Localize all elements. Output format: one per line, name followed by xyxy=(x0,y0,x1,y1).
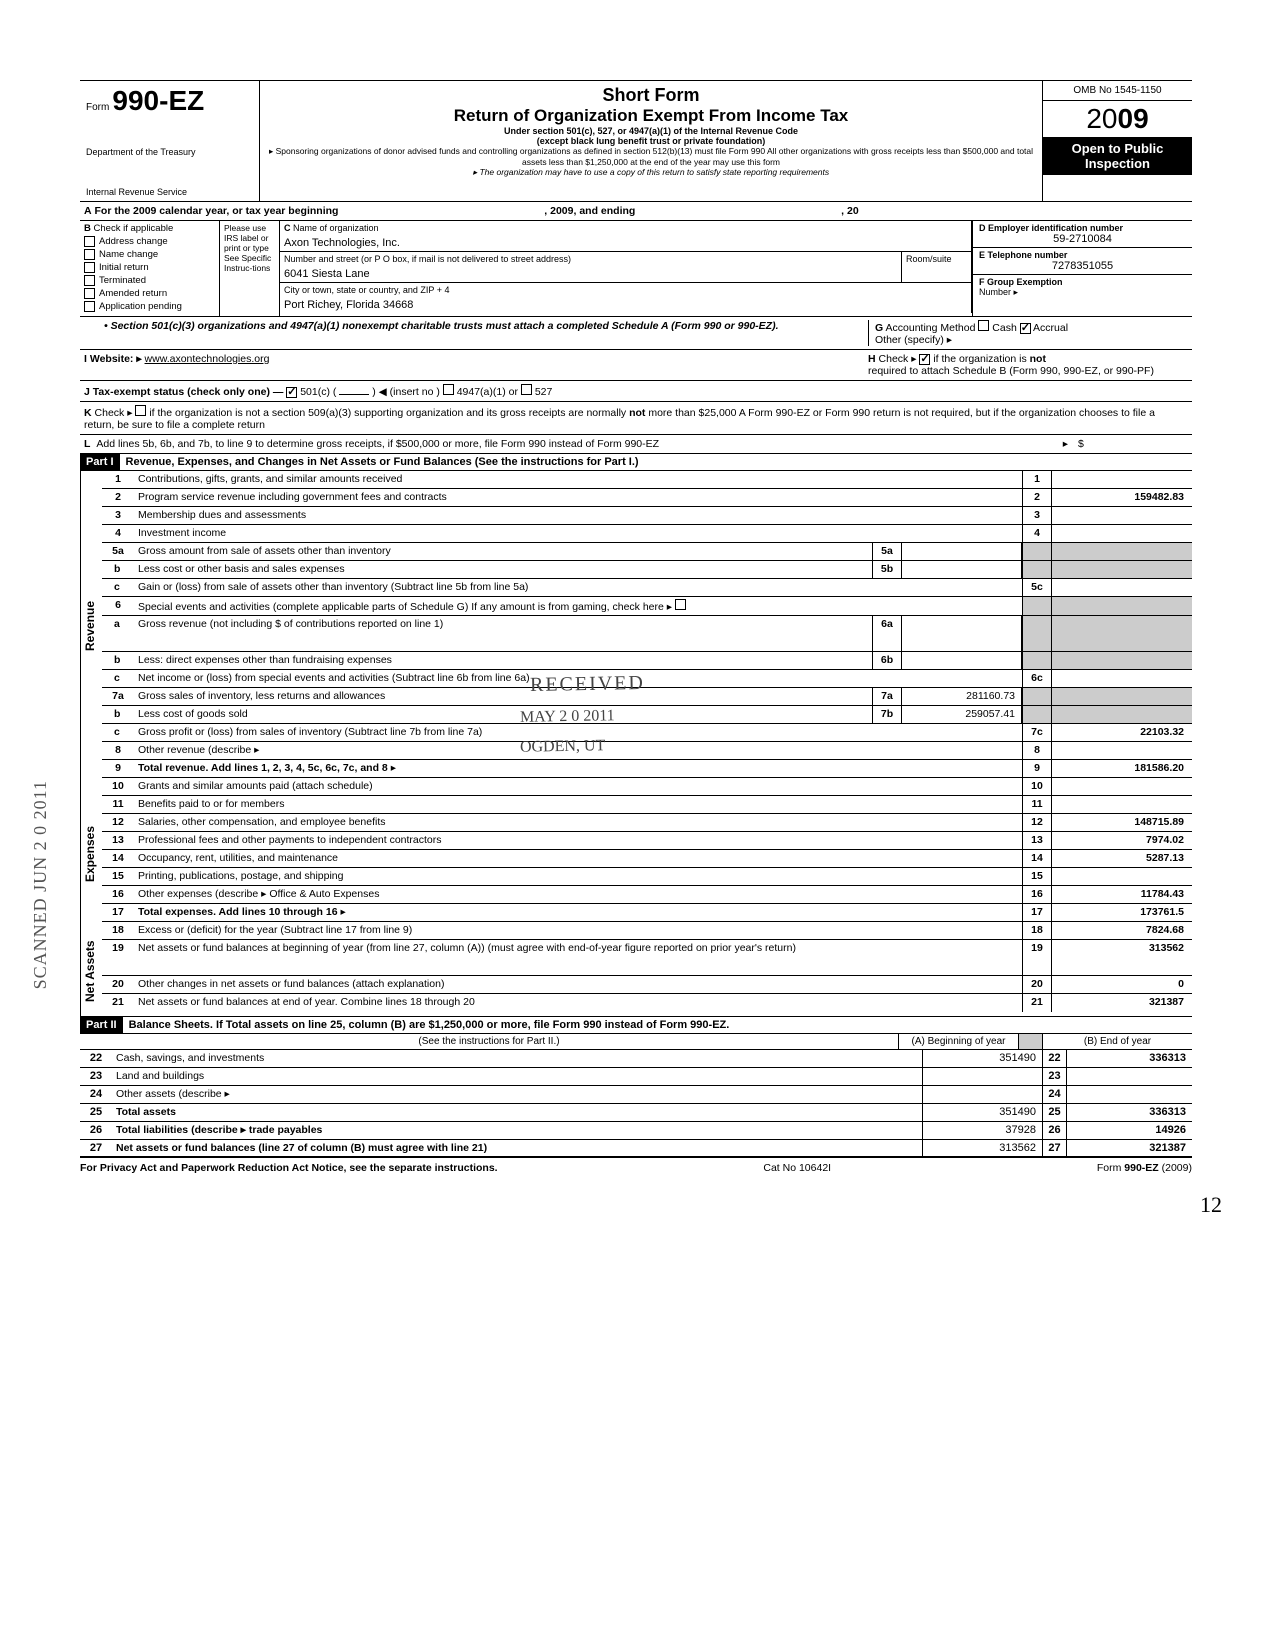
expenses-vert-label: Expenses xyxy=(80,781,102,926)
short-form-title: Short Form xyxy=(266,85,1036,106)
cb-accrual[interactable] xyxy=(1020,323,1031,334)
website-url: www.axontechnologies.org xyxy=(145,353,270,365)
col-irs-instructions: Please use IRS label or print or type Se… xyxy=(220,221,280,316)
line14-value: 5287.13 xyxy=(1052,850,1192,867)
phone: 7278351055 xyxy=(979,260,1186,272)
cb-527[interactable] xyxy=(521,384,532,395)
line7c-value: 22103.32 xyxy=(1052,724,1192,741)
header-left: Form 990-EZ Department of the Treasury I… xyxy=(80,81,260,201)
dept-treasury: Department of the Treasury xyxy=(86,147,253,157)
cb-4947[interactable] xyxy=(443,384,454,395)
cb-name-change[interactable] xyxy=(84,249,95,260)
cb-app-pending[interactable] xyxy=(84,301,95,312)
section-k: K Check ▸ if the organization is not a s… xyxy=(80,402,1192,435)
header-right: OMB No 1545-1150 2009 Open to Public Ins… xyxy=(1042,81,1192,201)
cb-k[interactable] xyxy=(135,405,146,416)
form-prefix: Form xyxy=(86,102,109,113)
irs-label: Internal Revenue Service xyxy=(86,187,253,197)
bs25a: 351490 xyxy=(922,1104,1042,1121)
copy-note: ▸ The organization may have to use a cop… xyxy=(266,167,1036,178)
room-suite: Room/suite xyxy=(902,252,972,282)
return-title: Return of Organization Exempt From Incom… xyxy=(266,106,1036,126)
cb-schedule-b[interactable] xyxy=(919,354,930,365)
line7a-value: 281160.73 xyxy=(902,688,1022,705)
netassets-vert-label: Net Assets xyxy=(80,926,102,1016)
bs26b: 14926 xyxy=(1066,1122,1192,1139)
org-address: 6041 Siesta Lane xyxy=(280,266,901,282)
cb-gaming[interactable] xyxy=(675,599,686,610)
scanned-stamp: SCANNED JUN 2 0 2011 xyxy=(30,780,51,989)
bs26a: 37928 xyxy=(922,1122,1042,1139)
line21-value: 321387 xyxy=(1052,994,1192,1012)
bs27a: 313562 xyxy=(922,1140,1042,1156)
omb-number: OMB No 1545-1150 xyxy=(1043,81,1192,101)
part1-body: Revenue Expenses Net Assets RECEIVED MAY… xyxy=(80,471,1192,1017)
col-b: B Check if applicable Address change Nam… xyxy=(80,221,220,316)
bs22b: 336313 xyxy=(1066,1050,1192,1067)
under-section: Under section 501(c), 527, or 4947(a)(1)… xyxy=(266,126,1036,136)
bs27b: 321387 xyxy=(1066,1140,1192,1156)
except-note: (except black lung benefit trust or priv… xyxy=(266,136,1036,146)
date-stamp: MAY 2 0 2011 xyxy=(512,705,623,729)
tax-year: 2009 xyxy=(1043,101,1192,137)
line7b-value: 259057.41 xyxy=(902,706,1022,723)
org-name: Axon Technologies, Inc. xyxy=(280,235,971,251)
cb-terminated[interactable] xyxy=(84,275,95,286)
form-header: Form 990-EZ Department of the Treasury I… xyxy=(80,80,1192,202)
revenue-vert-label: Revenue xyxy=(80,471,102,781)
line9-value: 181586.20 xyxy=(1052,760,1192,777)
form-footer: For Privacy Act and Paperwork Reduction … xyxy=(80,1158,1192,1178)
balance-header: (See the instructions for Part II.) (A) … xyxy=(80,1034,1192,1050)
line19-value: 313562 xyxy=(1052,940,1192,975)
line20-value: 0 xyxy=(1052,976,1192,993)
part-1-header: Part I Revenue, Expenses, and Changes in… xyxy=(80,454,1192,471)
section-l: L Add lines 5b, 6b, and 7b, to line 9 to… xyxy=(80,435,1192,454)
line17-value: 173761.5 xyxy=(1052,904,1192,921)
col-cd: C Name of organization Axon Technologies… xyxy=(280,221,972,316)
cb-amended[interactable] xyxy=(84,288,95,299)
line13-value: 7974.02 xyxy=(1052,832,1192,849)
row-a: A For the 2009 calendar year, or tax yea… xyxy=(80,202,1192,221)
form-page: SCANNED JUN 2 0 2011 Form 990-EZ Departm… xyxy=(80,80,1192,1178)
open-public: Open to Public Inspection xyxy=(1043,137,1192,175)
handwritten-note: 12 xyxy=(1200,1192,1222,1218)
cb-501c[interactable] xyxy=(286,387,297,398)
received-stamp: RECEIVED xyxy=(522,670,653,699)
section-501c3-note: • Section 501(c)(3) organizations and 49… xyxy=(80,317,1192,350)
line16-value: 11784.43 xyxy=(1052,886,1192,903)
cb-initial[interactable] xyxy=(84,262,95,273)
section-b-to-f: B Check if applicable Address change Nam… xyxy=(80,221,1192,317)
org-city: Port Richey, Florida 34668 xyxy=(280,297,971,313)
ogden-stamp: OGDEN, UT xyxy=(512,735,614,759)
bs22a: 351490 xyxy=(922,1050,1042,1067)
cb-addr-change[interactable] xyxy=(84,236,95,247)
form-number: 990-EZ xyxy=(112,85,204,116)
section-j: J Tax-exempt status (check only one) — 5… xyxy=(80,381,1192,402)
line12-value: 148715.89 xyxy=(1052,814,1192,831)
col-de: D Employer identification number 59-2710… xyxy=(972,221,1192,316)
sponsor-note: ▸ Sponsoring organizations of donor advi… xyxy=(266,146,1036,167)
section-i-h: I Website: ▸ www.axontechnologies.org H … xyxy=(80,350,1192,381)
part-2-header: Part II Balance Sheets. If Total assets … xyxy=(80,1017,1192,1034)
cb-cash[interactable] xyxy=(978,320,989,331)
line18-value: 7824.68 xyxy=(1052,922,1192,939)
header-center: Short Form Return of Organization Exempt… xyxy=(260,81,1042,201)
line2-value: 159482.83 xyxy=(1052,489,1192,506)
bs25b: 336313 xyxy=(1066,1104,1192,1121)
ein: 59-2710084 xyxy=(979,233,1186,245)
